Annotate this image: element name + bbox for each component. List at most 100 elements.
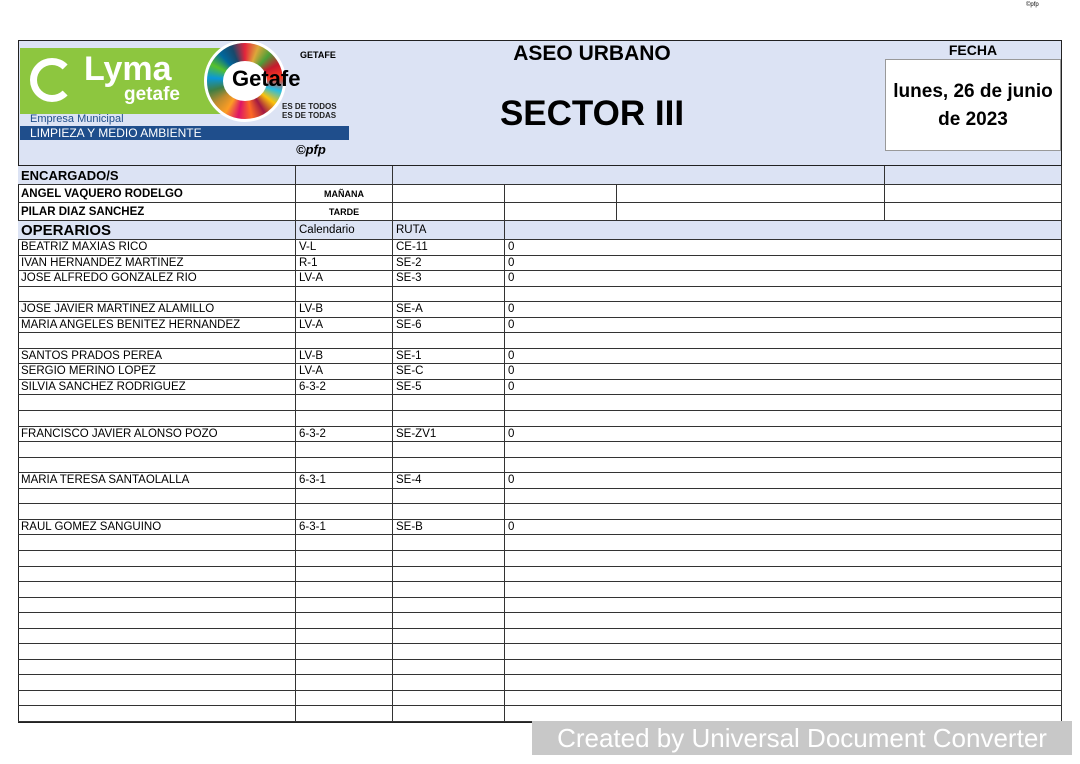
operario-value	[505, 644, 1062, 660]
operario-calendario	[296, 457, 393, 474]
operario-calendario: LV-A	[296, 317, 393, 334]
sector: SECTOR III	[499, 94, 685, 133]
operario-name	[18, 690, 296, 707]
copyright: ©pfp	[296, 142, 326, 157]
operario-name: JOSE ALFREDO GONZALEZ RIO	[18, 271, 296, 287]
operario-name	[18, 333, 296, 349]
cell	[296, 166, 393, 185]
operario-name	[18, 628, 296, 645]
encargado-name: PILAR DIAZ SANCHEZ	[18, 203, 296, 221]
fecha-line-1: lunes, 26 de junio	[893, 81, 1053, 102]
operario-ruta	[393, 333, 505, 349]
operario-calendario	[296, 411, 393, 427]
operario-ruta: SE-1	[393, 348, 505, 365]
corner-mark: ©pfp	[1026, 2, 1039, 8]
cell	[393, 166, 885, 185]
cell	[393, 203, 505, 221]
operario-calendario: LV-B	[296, 302, 393, 318]
operario-calendario	[296, 286, 393, 303]
operario-calendario: R-1	[296, 255, 393, 272]
operario-calendario: 6-3-1	[296, 519, 393, 536]
operario-value	[505, 628, 1062, 645]
operario-value: 0	[505, 271, 1062, 287]
getafe-ods-wheel	[204, 40, 286, 122]
swirl-icon	[30, 58, 74, 102]
operario-name	[18, 597, 296, 614]
operario-value: 0	[505, 348, 1062, 365]
operario-calendario	[296, 504, 393, 520]
operario-name	[18, 457, 296, 474]
operario-ruta: SE-B	[393, 519, 505, 536]
cell	[393, 185, 505, 203]
operario-value	[505, 535, 1062, 551]
operario-ruta: CE-11	[393, 240, 505, 256]
operario-value: 0	[505, 519, 1062, 536]
operario-ruta	[393, 566, 505, 583]
slogan: ES DE TODOS ES DE TODAS	[282, 102, 337, 120]
operario-ruta	[393, 613, 505, 629]
operario-calendario: LV-A	[296, 271, 393, 287]
operario-calendario	[296, 535, 393, 551]
operario-calendario	[296, 690, 393, 707]
cell	[885, 203, 1062, 221]
operario-ruta	[393, 597, 505, 614]
operario-calendario	[296, 659, 393, 676]
operario-name	[18, 504, 296, 520]
operario-calendario: LV-B	[296, 348, 393, 365]
operario-calendario	[296, 675, 393, 691]
cell	[617, 185, 885, 203]
cell	[885, 185, 1062, 203]
operario-value	[505, 613, 1062, 629]
operario-ruta: SE-3	[393, 271, 505, 287]
operario-value	[505, 442, 1062, 458]
operario-value	[505, 566, 1062, 583]
operario-value	[505, 333, 1062, 349]
operario-calendario	[296, 628, 393, 645]
operario-name: MARIA ANGELES BENITEZ HERNANDEZ	[18, 317, 296, 334]
slogan-2: ES DE TODAS	[282, 111, 337, 120]
operario-name	[18, 488, 296, 505]
operario-value: 0	[505, 317, 1062, 334]
operario-calendario	[296, 488, 393, 505]
operario-ruta	[393, 488, 505, 505]
encargado-turno: MAÑANA	[296, 185, 393, 203]
operario-value: 0	[505, 426, 1062, 443]
operario-value: 0	[505, 473, 1062, 489]
operario-value	[505, 286, 1062, 303]
operario-calendario: V-L	[296, 240, 393, 256]
operario-ruta: SE-A	[393, 302, 505, 318]
operario-name	[18, 613, 296, 629]
operario-calendario: LV-A	[296, 364, 393, 380]
operarios-label: OPERARIOS	[18, 221, 296, 240]
cell	[885, 166, 1062, 185]
operario-name	[18, 535, 296, 551]
fecha-label: FECHA	[948, 42, 998, 58]
operario-ruta	[393, 659, 505, 676]
operario-calendario	[296, 395, 393, 412]
encargados-label: ENCARGADO/S	[18, 166, 296, 185]
lyma-logo: Lyma getafe	[20, 48, 230, 114]
slogan-1: ES DE TODOS	[282, 102, 337, 111]
operario-name: JOSE JAVIER MARTINEZ ALAMILLO	[18, 302, 296, 318]
operario-name: FRANCISCO JAVIER ALONSO POZO	[18, 426, 296, 443]
operario-value	[505, 504, 1062, 520]
operario-ruta	[393, 690, 505, 707]
operario-ruta	[393, 628, 505, 645]
operario-ruta	[393, 411, 505, 427]
brand-sub: getafe	[124, 84, 180, 105]
fecha-line-2: de 2023	[938, 109, 1008, 130]
operario-name	[18, 566, 296, 583]
cell	[505, 203, 617, 221]
operario-ruta	[393, 675, 505, 691]
operario-value	[505, 659, 1062, 676]
operario-value	[505, 690, 1062, 707]
operario-calendario	[296, 333, 393, 349]
operario-ruta	[393, 644, 505, 660]
operario-value	[505, 597, 1062, 614]
operario-name	[18, 395, 296, 412]
operario-name: SANTOS PRADOS PEREA	[18, 348, 296, 365]
operario-ruta	[393, 706, 505, 722]
operario-name	[18, 550, 296, 567]
col-calendario: Calendario	[296, 221, 393, 240]
operario-calendario: 6-3-1	[296, 473, 393, 489]
